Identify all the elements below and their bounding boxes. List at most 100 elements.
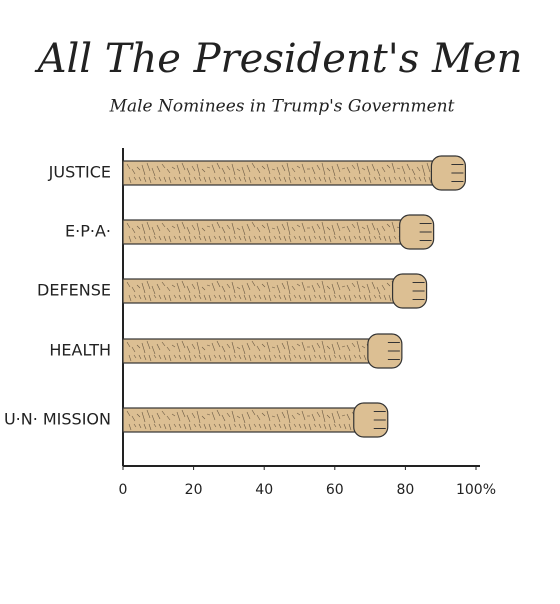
hair	[321, 340, 326, 354]
hair	[286, 221, 291, 236]
hair	[296, 412, 301, 416]
hair	[378, 235, 382, 241]
hair	[386, 164, 391, 169]
hair	[258, 235, 262, 241]
hair	[153, 294, 157, 299]
hair	[166, 227, 171, 233]
hair	[181, 162, 186, 171]
hair	[251, 221, 256, 228]
hair	[248, 423, 252, 431]
x-tick-label: 20	[185, 482, 203, 498]
hair	[381, 166, 386, 173]
hair	[266, 341, 271, 353]
x-tick-label: 40	[255, 482, 273, 498]
hair	[268, 354, 272, 362]
hair	[233, 294, 237, 299]
hair	[258, 294, 262, 300]
hair	[278, 235, 282, 241]
hair	[251, 340, 256, 347]
hair	[278, 176, 282, 182]
hair	[198, 294, 202, 300]
hair	[276, 225, 281, 235]
hair	[176, 164, 181, 175]
hair	[363, 354, 367, 361]
y-tick-label: E·P·A·	[65, 222, 111, 241]
hair	[241, 225, 246, 236]
hair	[338, 354, 342, 360]
hair	[171, 284, 176, 288]
hair	[266, 163, 271, 175]
hair	[331, 412, 336, 424]
hair	[296, 343, 301, 347]
arm	[122, 219, 405, 245]
hair	[141, 342, 146, 354]
hair	[166, 415, 171, 421]
hair	[301, 410, 306, 421]
hair	[333, 354, 337, 359]
hair	[288, 235, 292, 243]
hair	[378, 294, 382, 300]
hair	[261, 343, 266, 348]
hair	[388, 176, 392, 184]
hair	[341, 345, 346, 348]
hair	[318, 423, 322, 429]
hair	[146, 221, 151, 231]
hair	[286, 409, 291, 424]
hair	[188, 423, 192, 431]
hair	[388, 235, 392, 243]
hair	[333, 294, 337, 299]
hair	[371, 222, 376, 231]
hair	[423, 176, 427, 183]
hair	[368, 235, 372, 243]
hair	[261, 224, 266, 229]
hair	[213, 176, 217, 181]
hair	[233, 423, 237, 428]
hair	[128, 354, 132, 362]
hair	[201, 168, 206, 173]
hair	[348, 294, 352, 302]
hair	[228, 354, 232, 362]
hair	[173, 176, 177, 181]
hair	[348, 235, 352, 243]
hair	[338, 294, 342, 300]
hair	[291, 345, 296, 351]
hair	[136, 284, 141, 289]
hair	[313, 294, 317, 299]
hair	[373, 235, 377, 240]
hair	[286, 280, 291, 295]
hair	[201, 346, 206, 351]
hair	[188, 235, 192, 243]
hair	[146, 409, 151, 419]
hair	[223, 235, 227, 242]
hair	[301, 341, 306, 352]
hair	[253, 354, 257, 359]
hair	[331, 343, 336, 355]
hair	[188, 294, 192, 302]
hair	[276, 166, 281, 176]
hair	[318, 235, 322, 241]
hair	[281, 223, 286, 231]
hair	[163, 294, 167, 301]
hair	[248, 176, 252, 184]
hair	[256, 345, 261, 352]
hair	[218, 235, 222, 241]
hair	[136, 225, 141, 230]
hair	[291, 226, 296, 232]
hair	[346, 413, 351, 421]
hair	[366, 165, 371, 176]
hair	[191, 165, 196, 172]
hair	[183, 294, 187, 301]
hair	[256, 226, 261, 233]
hair	[366, 283, 371, 294]
hair	[216, 280, 221, 288]
hair	[381, 284, 386, 291]
hair	[173, 294, 177, 299]
hair	[361, 285, 366, 289]
hair	[338, 235, 342, 241]
hair	[168, 235, 172, 243]
hair	[258, 354, 262, 360]
hair	[231, 410, 236, 423]
hair	[253, 176, 257, 181]
hair	[336, 163, 341, 173]
